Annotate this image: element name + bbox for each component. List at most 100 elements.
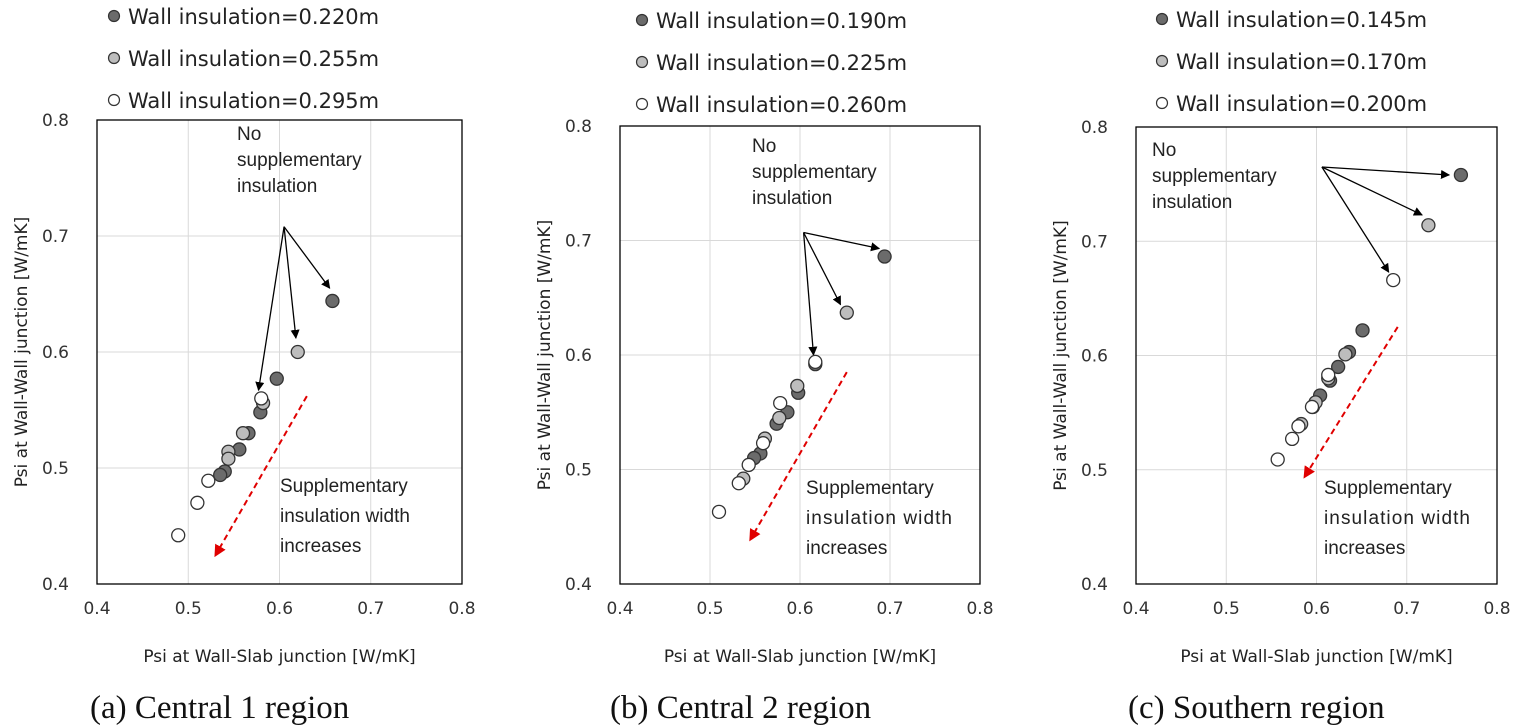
plot-frame [96, 119, 463, 585]
data-point [711, 504, 727, 520]
data-point [877, 249, 892, 264]
pointer-arrow [1321, 166, 1423, 216]
x-tick-label: 0.8 [966, 599, 993, 619]
plot-frame [619, 125, 981, 585]
x-axis-title: Psi at Wall-Slab junction [W/mK] [1180, 647, 1452, 667]
pointer-arrow [1321, 166, 1451, 180]
x-tick-label: 0.8 [448, 599, 475, 619]
data-point [1321, 367, 1336, 383]
y-tick-label: 0.8 [42, 111, 69, 131]
pointer-arrow [803, 231, 881, 252]
legend-marker [635, 13, 649, 27]
legend-label: Wall insulation=0.225m [656, 51, 907, 75]
annotation-no-supplementary: No [1152, 140, 1176, 161]
legend-marker [1155, 12, 1169, 26]
x-tick-label: 0.4 [606, 599, 633, 619]
x-tick-label: 0.5 [1213, 599, 1240, 619]
x-axis-title: Psi at Wall-Slab junction [W/mK] [664, 647, 936, 667]
data-point [254, 391, 269, 406]
pointer-arrow [255, 226, 285, 392]
data-point [1338, 347, 1353, 362]
data-point [235, 426, 251, 441]
chart-panel-2: 0.4 0.5 0.6 0.7 0.8 0.4 0.5 0.6 0.7 0.8 Psi at Wal… [535, 9, 994, 726]
y-axis-title: Psi at Wall-Wall junction [W/mK] [535, 220, 555, 491]
annotation-no-supplementary: No [752, 136, 776, 157]
y-tick-label: 0.6 [1081, 347, 1108, 367]
legend-marker [107, 51, 121, 65]
data-point [221, 451, 236, 466]
legend-label: Wall insulation=0.295m [128, 89, 379, 113]
annotation-no-supplementary: supplementary [237, 150, 362, 171]
data-point [1284, 431, 1300, 447]
x-tick-label: 0.5 [696, 599, 723, 619]
data-point [731, 476, 746, 491]
annotation-supplementary: insulation width [806, 508, 952, 529]
data-point [773, 395, 788, 411]
panel-caption: (b) Central 2 region [610, 690, 871, 726]
annotation-no-supplementary: insulation [1152, 192, 1232, 213]
pointer-arrow [802, 232, 818, 356]
data-point [790, 378, 805, 394]
annotation-no-supplementary: insulation [237, 176, 317, 197]
legend-marker [1155, 96, 1169, 110]
x-tick-label: 0.4 [1122, 599, 1149, 619]
plot-frame [1135, 126, 1498, 585]
x-tick-label: 0.7 [357, 599, 384, 619]
x-tick-label: 0.6 [786, 599, 813, 619]
legend-marker [635, 55, 649, 69]
y-tick-label: 0.6 [565, 346, 592, 366]
legend-marker [107, 9, 121, 23]
y-tick-label: 0.8 [565, 117, 592, 137]
y-tick-label: 0.4 [1081, 575, 1108, 595]
legend-label: Wall insulation=0.220m [128, 5, 379, 29]
data-point [269, 371, 284, 386]
data-point [839, 305, 854, 320]
annotation-no-supplementary: supplementary [1152, 166, 1277, 187]
annotation-supplementary: increases [1324, 538, 1405, 559]
data-point [1386, 272, 1401, 288]
x-tick-label: 0.7 [876, 599, 903, 619]
data-point [1355, 323, 1370, 338]
annotation-no-supplementary: supplementary [752, 162, 877, 183]
chart-panel-3: 0.4 0.5 0.6 0.7 0.8 0.4 0.5 0.6 0.7 0.8 Psi at Wal… [1051, 8, 1511, 726]
pointer-arrow [803, 232, 842, 306]
legend-marker [635, 97, 649, 111]
data-point [1270, 452, 1285, 467]
x-tick-label: 0.8 [1483, 599, 1510, 619]
data-point [1421, 218, 1436, 233]
data-point [190, 495, 205, 510]
legend-label: Wall insulation=0.200m [1176, 92, 1427, 116]
y-tick-label: 0.4 [42, 575, 69, 595]
annotation-supplementary: increases [806, 538, 887, 559]
panel-caption: (a) Central 1 region [90, 690, 349, 726]
legend-marker [107, 93, 121, 107]
data-point [755, 436, 771, 451]
annotation-supplementary: increases [280, 536, 361, 557]
trend-arrow [214, 395, 308, 558]
panel-caption: (c) Southern region [1128, 690, 1385, 726]
data-point [171, 528, 186, 543]
data-point [201, 473, 216, 488]
legend-label: Wall insulation=0.170m [1176, 50, 1427, 74]
y-axis-title: Psi at Wall-Wall junction [W/mK] [1051, 220, 1071, 491]
y-tick-label: 0.6 [42, 343, 69, 363]
y-tick-label: 0.7 [1081, 232, 1108, 252]
legend-label: Wall insulation=0.190m [656, 9, 907, 33]
legend-label: Wall insulation=0.145m [1176, 8, 1427, 32]
y-axis-title: Psi at Wall-Wall junction [W/mK] [12, 217, 32, 488]
y-tick-label: 0.4 [565, 575, 592, 595]
x-tick-label: 0.6 [1303, 599, 1330, 619]
data-point [808, 354, 823, 370]
pointer-arrow [283, 226, 331, 289]
annotation-supplementary: Supplementary [806, 478, 934, 499]
y-tick-label: 0.8 [1081, 118, 1108, 138]
pointer-arrow [1321, 166, 1390, 273]
legend-marker [1155, 54, 1169, 68]
annotation-supplementary: insulation width [1324, 508, 1470, 529]
data-point [290, 344, 305, 360]
legend-label: Wall insulation=0.255m [128, 47, 379, 71]
data-point [1331, 359, 1346, 375]
legend-label: Wall insulation=0.260m [656, 93, 907, 117]
data-point [1453, 167, 1469, 183]
annotation-supplementary: insulation width [280, 506, 410, 527]
